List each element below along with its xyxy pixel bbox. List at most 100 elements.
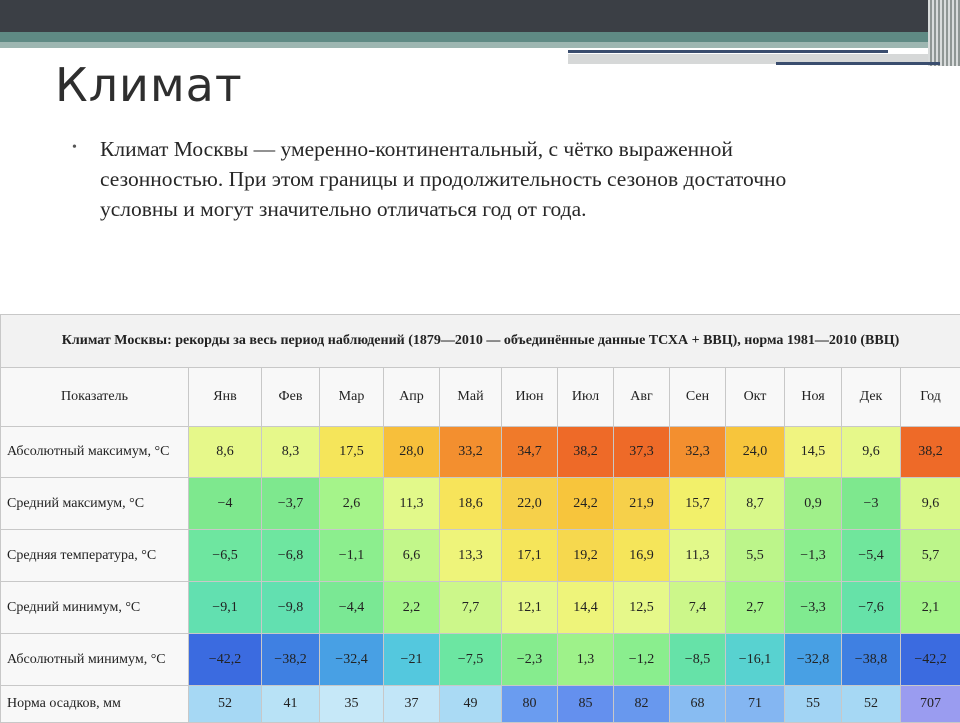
value-cell: 82 xyxy=(614,686,670,723)
value-cell: 14,5 xyxy=(785,427,842,478)
bullet-marker: • xyxy=(72,140,77,156)
value-cell: 6,6 xyxy=(384,530,440,582)
value-cell: 12,1 xyxy=(502,582,558,634)
value-cell: −4,4 xyxy=(320,582,384,634)
row-label: Абсолютный минимум, °C xyxy=(1,634,189,686)
accent-navy-line-upper xyxy=(568,50,888,53)
header-month-cell: Апр xyxy=(384,368,440,427)
value-cell: 11,3 xyxy=(670,530,726,582)
slide-title: Климат xyxy=(55,58,243,112)
value-cell: 38,2 xyxy=(901,427,960,478)
row-label: Средний максимум, °C xyxy=(1,478,189,530)
header-month-cell: Ноя xyxy=(785,368,842,427)
value-cell: −32,8 xyxy=(785,634,842,686)
value-cell: −1,2 xyxy=(614,634,670,686)
row-label: Абсолютный максимум, °C xyxy=(1,427,189,478)
value-cell: 38,2 xyxy=(558,427,614,478)
value-cell: 2,2 xyxy=(384,582,440,634)
top-dark-bar xyxy=(0,0,960,32)
row-label: Средняя температура, °C xyxy=(1,530,189,582)
value-cell: 2,6 xyxy=(320,478,384,530)
value-cell: −1,1 xyxy=(320,530,384,582)
value-cell: 5,5 xyxy=(726,530,785,582)
value-cell: 16,9 xyxy=(614,530,670,582)
header-month-cell: Год xyxy=(901,368,960,427)
header-indicator-label: Показатель xyxy=(1,368,189,427)
value-cell: −38,2 xyxy=(262,634,320,686)
value-cell: −42,2 xyxy=(901,634,960,686)
value-cell: −32,4 xyxy=(320,634,384,686)
value-cell: 41 xyxy=(262,686,320,723)
value-cell: 24,0 xyxy=(726,427,785,478)
value-cell: 0,9 xyxy=(785,478,842,530)
header-month-cell: Авг xyxy=(614,368,670,427)
value-cell: 8,7 xyxy=(726,478,785,530)
value-cell: −6,8 xyxy=(262,530,320,582)
value-cell: 18,6 xyxy=(440,478,502,530)
value-cell: 2,7 xyxy=(726,582,785,634)
value-cell: −7,6 xyxy=(842,582,901,634)
value-cell: 55 xyxy=(785,686,842,723)
value-cell: 85 xyxy=(558,686,614,723)
value-cell: 9,6 xyxy=(842,427,901,478)
header-month-cell: Май xyxy=(440,368,502,427)
value-cell: 17,1 xyxy=(502,530,558,582)
value-cell: 37,3 xyxy=(614,427,670,478)
value-cell: 52 xyxy=(189,686,262,723)
accent-navy-line-lower xyxy=(776,62,940,65)
value-cell: −9,8 xyxy=(262,582,320,634)
value-cell: 24,2 xyxy=(558,478,614,530)
value-cell: 35 xyxy=(320,686,384,723)
value-cell: −21 xyxy=(384,634,440,686)
row-label: Средний минимум, °C xyxy=(1,582,189,634)
value-cell: 71 xyxy=(726,686,785,723)
header-month-cell: Сен xyxy=(670,368,726,427)
value-cell: 21,9 xyxy=(614,478,670,530)
value-cell: 19,2 xyxy=(558,530,614,582)
value-cell: 15,7 xyxy=(670,478,726,530)
table-row: Абсолютный минимум, °C−42,2−38,2−32,4−21… xyxy=(1,634,960,686)
value-cell: −42,2 xyxy=(189,634,262,686)
value-cell: 37 xyxy=(384,686,440,723)
value-cell: 32,3 xyxy=(670,427,726,478)
header-month-cell: Окт xyxy=(726,368,785,427)
climate-table: Климат Москвы: рекорды за весь период на… xyxy=(0,314,960,723)
header-month-cell: Фев xyxy=(262,368,320,427)
value-cell: −3 xyxy=(842,478,901,530)
value-cell: 7,7 xyxy=(440,582,502,634)
value-cell: −6,5 xyxy=(189,530,262,582)
row-label: Норма осадков, мм xyxy=(1,686,189,723)
value-cell: 8,3 xyxy=(262,427,320,478)
header-month-cell: Дек xyxy=(842,368,901,427)
value-cell: 5,7 xyxy=(901,530,960,582)
header-month-cell: Июн xyxy=(502,368,558,427)
value-cell: 52 xyxy=(842,686,901,723)
value-cell: 17,5 xyxy=(320,427,384,478)
value-cell: 9,6 xyxy=(901,478,960,530)
value-cell: 28,0 xyxy=(384,427,440,478)
value-cell: 14,4 xyxy=(558,582,614,634)
value-cell: 34,7 xyxy=(502,427,558,478)
value-cell: 33,2 xyxy=(440,427,502,478)
value-cell: −8,5 xyxy=(670,634,726,686)
value-cell: 11,3 xyxy=(384,478,440,530)
value-cell: 80 xyxy=(502,686,558,723)
value-cell: −3,7 xyxy=(262,478,320,530)
top-light-teal-band xyxy=(0,42,960,48)
header-month-cell: Июл xyxy=(558,368,614,427)
value-cell: 49 xyxy=(440,686,502,723)
header-month-cell: Янв xyxy=(189,368,262,427)
value-cell: −5,4 xyxy=(842,530,901,582)
value-cell: 12,5 xyxy=(614,582,670,634)
value-cell: 7,4 xyxy=(670,582,726,634)
table-caption: Климат Москвы: рекорды за весь период на… xyxy=(1,315,960,368)
value-cell: 22,0 xyxy=(502,478,558,530)
value-cell: 68 xyxy=(670,686,726,723)
value-cell: −7,5 xyxy=(440,634,502,686)
value-cell: −4 xyxy=(189,478,262,530)
value-cell: 2,1 xyxy=(901,582,960,634)
